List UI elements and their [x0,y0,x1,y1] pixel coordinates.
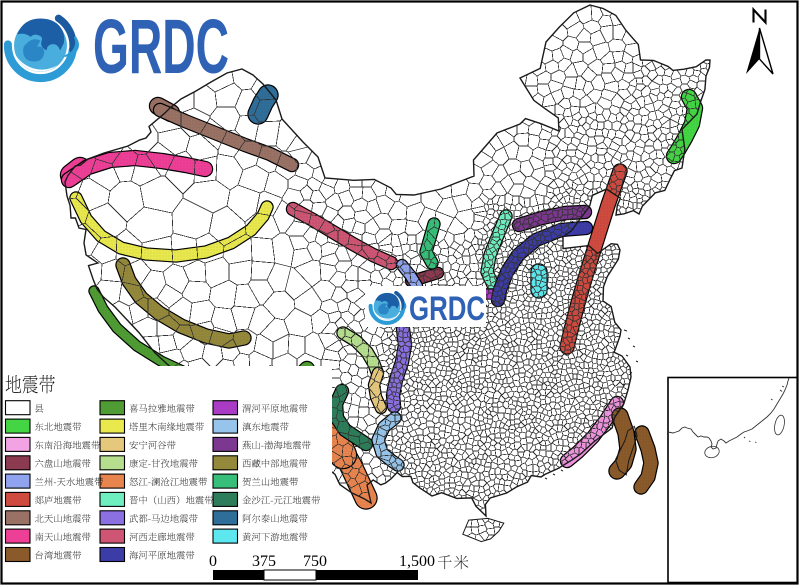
svg-text:GRDC: GRDC [93,4,229,90]
svg-text:375: 375 [252,553,276,570]
svg-text:GRDC: GRDC [409,290,485,328]
svg-text:1,500: 1,500 [399,553,435,570]
svg-text:750: 750 [303,553,327,570]
svg-text:0: 0 [209,553,217,570]
